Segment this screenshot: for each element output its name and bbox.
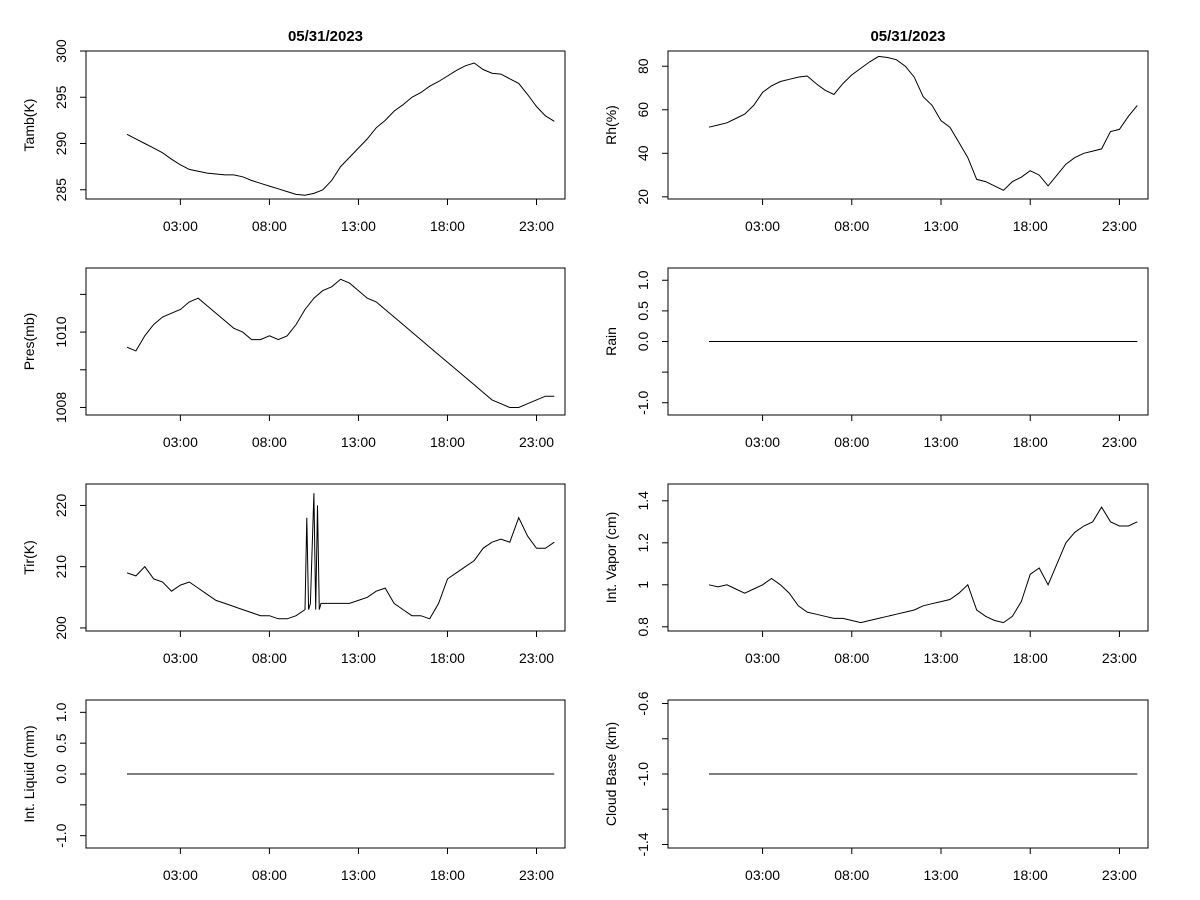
y-axis-label: Tamb(K) <box>21 99 37 152</box>
y-tick-label: 285 <box>53 178 69 202</box>
x-tick-label: 18:00 <box>430 434 465 450</box>
plot-frame <box>667 483 1149 632</box>
x-tick-label: 13:00 <box>923 218 958 234</box>
chart-int-liquid-mm: 03:00 08:00 13:00 18:00 23:00 -1.0 0.0 0.5 1.0 In… <box>21 699 566 883</box>
y-tick-label: 0.5 <box>635 301 651 321</box>
series-line-int-vapor-cm <box>708 506 1138 624</box>
x-tick-label: 18:00 <box>1013 218 1048 234</box>
y-tick-label: 295 <box>53 85 69 109</box>
y-tick-label: 220 <box>53 494 69 518</box>
x-tick-label: 23:00 <box>519 650 554 666</box>
y-tick-label: 0.5 <box>53 733 69 753</box>
x-tick-label: 13:00 <box>923 434 958 450</box>
y-axis-label: Cloud Base (km) <box>603 722 619 826</box>
series-line-rh <box>708 55 1138 191</box>
y-tick-label: 210 <box>53 555 69 579</box>
y-tick-label: 0.0 <box>635 332 651 352</box>
x-tick-label: 03:00 <box>163 434 198 450</box>
x-tick-label: 18:00 <box>430 650 465 666</box>
x-tick-label: 08:00 <box>252 434 287 450</box>
x-tick-label: 18:00 <box>430 867 465 883</box>
x-tick-label: 08:00 <box>252 650 287 666</box>
x-tick-label: 08:00 <box>252 218 287 234</box>
x-tick-label: 13:00 <box>341 867 376 883</box>
y-tick-label: 0.0 <box>53 764 69 784</box>
y-axis-label: Pres(mb) <box>21 313 37 371</box>
y-tick-label: 1.0 <box>53 702 69 722</box>
x-tick-label: 23:00 <box>1102 867 1137 883</box>
x-tick-label: 23:00 <box>1102 650 1137 666</box>
x-tick-label: 08:00 <box>834 867 869 883</box>
chart-tir-k: 03:00 08:00 13:00 18:00 23:00 200 210 220 Tir(K) <box>21 483 566 666</box>
series-line-tamb-k <box>126 62 555 196</box>
x-tick-label: 23:00 <box>1102 434 1137 450</box>
x-tick-label: 08:00 <box>834 434 869 450</box>
y-axis-label: Int. Liquid (mm) <box>21 725 37 822</box>
y-tick-label: 1008 <box>53 392 69 423</box>
x-tick-label: 03:00 <box>745 218 780 234</box>
y-tick-label: 40 <box>635 145 651 161</box>
chart-title: 05/31/2023 <box>870 28 945 45</box>
y-tick-label: -1.0 <box>635 762 651 786</box>
x-tick-label: 08:00 <box>834 650 869 666</box>
plot-frame <box>667 50 1149 200</box>
x-tick-label: 23:00 <box>519 867 554 883</box>
y-tick-label: 300 <box>53 39 69 63</box>
x-tick-label: 03:00 <box>163 867 198 883</box>
x-tick-label: 18:00 <box>1013 650 1048 666</box>
x-tick-label: 13:00 <box>341 434 376 450</box>
x-tick-label: 23:00 <box>519 218 554 234</box>
x-tick-label: 13:00 <box>923 867 958 883</box>
x-tick-label: 03:00 <box>163 218 198 234</box>
y-tick-label: 200 <box>53 616 69 640</box>
y-tick-label: -1.4 <box>635 832 651 856</box>
y-axis-label: Rh(%) <box>603 105 619 145</box>
y-tick-label: 290 <box>53 132 69 156</box>
x-tick-label: 18:00 <box>430 218 465 234</box>
plot-frame <box>85 267 566 416</box>
y-tick-label: 1.4 <box>635 491 651 511</box>
y-tick-label: 0.8 <box>635 617 651 637</box>
chart-tamb-k: 05/31/2023 03:00 08:00 13:00 18:00 23:00 285 29… <box>21 28 566 234</box>
y-tick-label: 1.2 <box>635 533 651 553</box>
chart-rh: 05/31/2023 03:00 08:00 13:00 18:00 23:00 20 40 6… <box>603 28 1149 234</box>
plot-frame <box>85 50 566 200</box>
chart-title: 05/31/2023 <box>288 28 363 45</box>
x-tick-label: 08:00 <box>252 867 287 883</box>
series-line-tir-k <box>126 493 555 620</box>
y-tick-label: 80 <box>635 58 651 74</box>
x-tick-label: 13:00 <box>341 650 376 666</box>
y-tick-label: 60 <box>635 102 651 118</box>
chart-rain: 03:00 08:00 13:00 18:00 23:00 -1.0 0.0 0.5 1.0 Ra… <box>603 267 1149 450</box>
x-tick-label: 03:00 <box>745 867 780 883</box>
chart-pres-mb: 03:00 08:00 13:00 18:00 23:00 1008 1010 Pres(mb… <box>21 267 566 450</box>
y-tick-label: 20 <box>635 189 651 205</box>
y-axis-label: Int. Vapor (cm) <box>603 512 619 604</box>
y-axis-label: Tir(K) <box>21 540 37 574</box>
y-tick-label: -0.6 <box>635 691 651 715</box>
plot-frame <box>85 483 566 632</box>
x-tick-label: 18:00 <box>1013 867 1048 883</box>
y-axis-label: Rain <box>603 327 619 356</box>
x-tick-label: 03:00 <box>163 650 198 666</box>
y-tick-label: 1010 <box>53 316 69 347</box>
chart-cloud-base-km: 03:00 08:00 13:00 18:00 23:00 -1.4 -1.0 -0.6 Clo… <box>603 691 1149 883</box>
y-tick-label: -1.0 <box>53 823 69 847</box>
x-tick-label: 23:00 <box>1102 218 1137 234</box>
chart-int-vapor-cm: 03:00 08:00 13:00 18:00 23:00 0.8 1 1.2 1.4 Int. … <box>603 483 1149 666</box>
x-tick-label: 18:00 <box>1013 434 1048 450</box>
x-tick-label: 03:00 <box>745 650 780 666</box>
x-tick-label: 13:00 <box>923 650 958 666</box>
x-tick-label: 08:00 <box>834 218 869 234</box>
y-tick-label: 1.0 <box>635 270 651 290</box>
series-line-pres-mb <box>126 278 555 408</box>
y-tick-label: 1 <box>635 581 651 589</box>
x-tick-label: 13:00 <box>341 218 376 234</box>
y-tick-label: -1.0 <box>635 390 651 414</box>
x-tick-label: 03:00 <box>745 434 780 450</box>
x-tick-label: 23:00 <box>519 434 554 450</box>
